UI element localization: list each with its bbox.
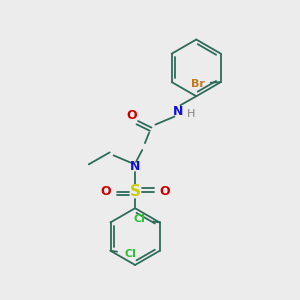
Text: N: N [173, 105, 184, 118]
Text: S: S [130, 184, 141, 199]
Text: O: O [160, 185, 170, 198]
Text: Br: Br [191, 79, 205, 88]
Text: Cl: Cl [125, 249, 137, 259]
Text: O: O [100, 185, 110, 198]
Text: Cl: Cl [134, 214, 145, 224]
Text: N: N [130, 160, 140, 173]
Text: H: H [187, 109, 195, 118]
Text: O: O [127, 109, 137, 122]
